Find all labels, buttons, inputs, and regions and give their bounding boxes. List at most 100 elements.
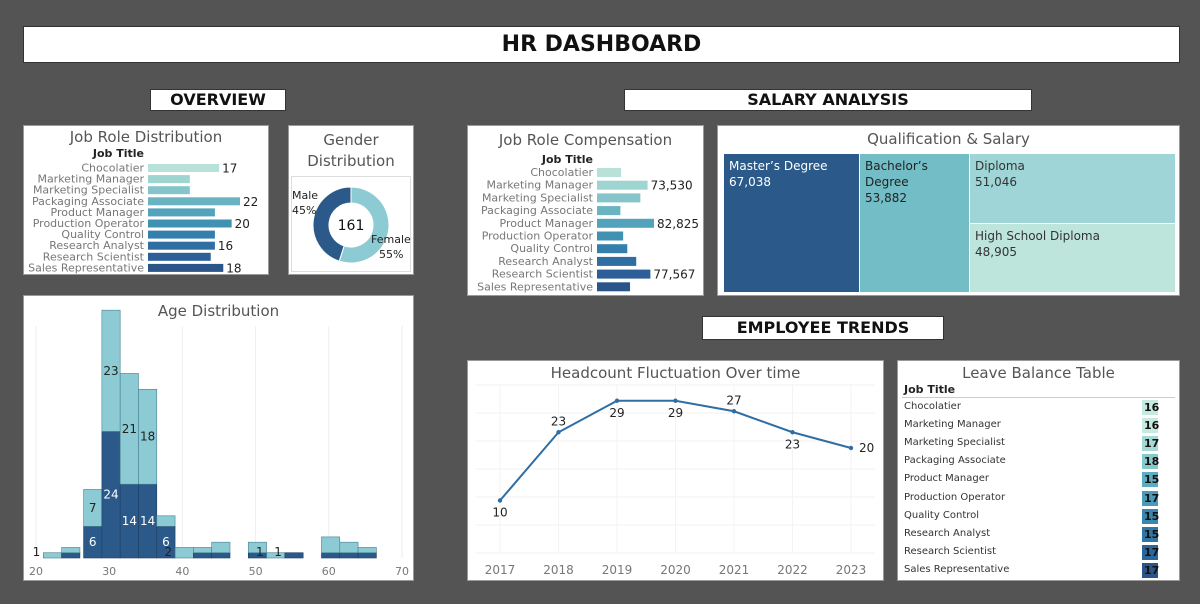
leave-table-row: Product Manager 15: [898, 470, 1179, 488]
leave-value-cell: [1142, 526, 1158, 542]
job-role-category-label: Production Operator: [33, 217, 145, 230]
leave-value: 15: [1144, 509, 1160, 523]
leave-table-body: Chocolatier 16 Marketing Manager 16 Marketin…: [898, 398, 1179, 578]
headcount-x-tick: 2023: [836, 563, 867, 577]
job-role-field-label: Job Title: [92, 147, 144, 160]
age-x-tick: 40: [175, 565, 189, 578]
leave-value-cell: [1142, 418, 1158, 434]
leave-value-cell: [1142, 472, 1158, 488]
headcount-value-label: 29: [668, 406, 683, 420]
job-role-category-label: Sales Representative: [28, 261, 144, 274]
employee-trends-label: EMPLOYEE TRENDS: [736, 318, 910, 337]
gender-title-line1: Gender: [323, 131, 379, 149]
gender-title-line2: Distribution: [307, 152, 395, 170]
age-bar-dark: [284, 552, 304, 559]
age-bar-light: [339, 541, 359, 554]
age-bar-light: [43, 552, 62, 559]
compensation-bar: [597, 218, 654, 228]
dashboard-title-banner: HR DASHBOARD: [23, 26, 1180, 63]
compensation-bar: [597, 206, 621, 216]
age-x-tick: 50: [249, 565, 263, 578]
job-role-compensation-panel: Job Role Compensation Job Title Chocolati…: [467, 125, 704, 296]
headcount-point: [614, 398, 620, 403]
leave-role-label: Production Operator: [904, 491, 1006, 503]
headcount-value-label: 27: [726, 393, 741, 407]
age-bar-light: [211, 541, 231, 554]
job-role-bar: [148, 219, 232, 228]
age-bar-label-top: 23: [103, 364, 118, 378]
job-role-compensation-title: Job Role Compensation: [498, 131, 673, 149]
compensation-bar: [597, 282, 631, 292]
job-role-bar: [148, 175, 190, 184]
headcount-line-chart: 2017 2018 2019 2020 2021 2022 2023 10 23 29 29 27 23…: [476, 384, 875, 577]
age-bar-label-bottom: 6: [162, 535, 170, 549]
leave-role-label: Research Scientist: [904, 545, 996, 557]
job-role-category-label: Research Analyst: [49, 239, 144, 252]
compensation-bar: [597, 269, 651, 279]
treemap-value-bachelors: 53,882: [865, 191, 907, 205]
job-role-category-label: Packaging Associate: [32, 195, 144, 208]
age-bar-light: [357, 547, 377, 554]
job-role-distribution-panel: Job Role Distribution Job Title Chocolati…: [23, 125, 269, 275]
age-bar-dark: [321, 552, 341, 559]
age-bar-label-bottom: 24: [103, 488, 118, 502]
job-role-value-label: 17: [222, 162, 237, 176]
job-role-value-label: 20: [235, 217, 250, 231]
compensation-bar: [597, 244, 628, 254]
leave-balance-panel: Leave Balance Table Job Title Chocolatie…: [897, 360, 1180, 581]
treemap-cell-high-school: High School Diploma 48,905: [970, 224, 1175, 292]
compensation-category-label: Production Operator: [482, 230, 594, 243]
headcount-value-label: 29: [609, 406, 624, 420]
headcount-point: [673, 398, 678, 403]
job-role-category-label: Quality Control: [61, 228, 144, 241]
treemap-label-bachelors: Bachelor’s Degree: [865, 159, 928, 189]
treemap-cell-masters: Master’s Degree 67,038: [724, 154, 860, 292]
age-x-tick: 30: [102, 565, 116, 578]
age-bar-label-bottom: 14: [140, 514, 155, 528]
age-x-tick: 20: [29, 565, 43, 578]
age-bar-light: [101, 309, 121, 432]
age-bar-label-top: 1: [256, 545, 264, 559]
treemap-value-diploma: 51,046: [975, 175, 1017, 189]
leave-balance-title: Leave Balance Table: [962, 364, 1115, 382]
gender-donut-chart: 161 Male 45% Female 55%: [292, 186, 411, 264]
treemap-value-masters: 67,038: [729, 175, 771, 189]
age-bar-dark: [193, 552, 212, 559]
leave-value-cell: [1142, 454, 1158, 470]
leave-value-cell: [1142, 508, 1158, 524]
headcount-x-tick: 2022: [777, 563, 808, 577]
salary-analysis-label: SALARY ANALYSIS: [747, 90, 909, 109]
headcount-point: [497, 498, 503, 503]
headcount-x-tick: 2017: [485, 563, 516, 577]
salary-analysis-banner: SALARY ANALYSIS: [624, 89, 1032, 111]
age-distribution-title: Age Distribution: [157, 302, 280, 320]
age-bar-label-bottom: 14: [122, 514, 137, 528]
job-role-value-label: 18: [226, 261, 241, 274]
headcount-point: [731, 409, 737, 414]
headcount-value-label: 23: [551, 414, 566, 428]
leave-table-row: Research Scientist 17: [898, 543, 1179, 561]
treemap: Master’s Degree 67,038 Bachelor’s Degree…: [724, 154, 1175, 292]
leave-value-cell: [1142, 490, 1158, 506]
treemap-cell-diploma: Diploma 51,046: [970, 154, 1175, 224]
compensation-value-label: 82,825: [657, 217, 699, 231]
age-bar-label-top: 7: [89, 501, 97, 515]
dashboard-title: HR DASHBOARD: [501, 32, 702, 57]
compensation-bar: [597, 180, 648, 190]
headcount-panel: Headcount Fluctuation Over time 2017 2018…: [467, 360, 884, 581]
job-role-bar: [148, 230, 215, 239]
gender-female-label: Female: [371, 233, 411, 246]
compensation-category-label: Chocolatier: [530, 166, 593, 179]
treemap-label-high-school: High School Diploma: [975, 229, 1100, 243]
job-role-bar: [148, 164, 220, 172]
age-bar-light: [193, 547, 212, 554]
headcount-value-label: 20: [859, 441, 874, 455]
leave-role-label: Packaging Associate: [904, 455, 1006, 467]
leave-value: 17: [1144, 491, 1160, 505]
compensation-bar: [597, 256, 637, 266]
employee-trends-banner: EMPLOYEE TRENDS: [702, 316, 944, 340]
leave-role-label: Marketing Manager: [904, 419, 1001, 431]
age-bar-light: [156, 515, 176, 527]
headcount-point: [556, 430, 561, 435]
